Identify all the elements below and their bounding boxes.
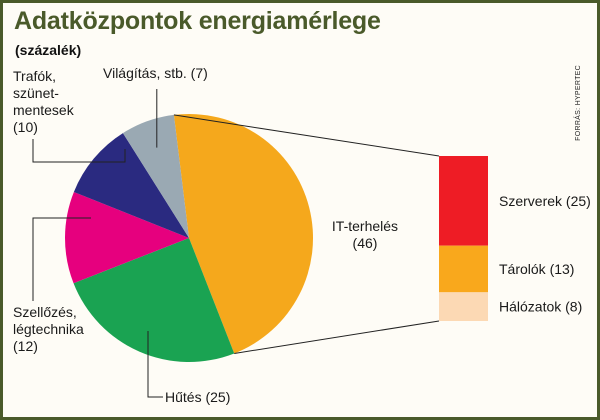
slice-label-line: Hűtés (25) <box>165 389 230 405</box>
bar-label-servers: Szerverek (25) <box>499 193 591 209</box>
slice-labels: IT-terhelés (46) Hűtés (25) Szellőzés, légte… <box>13 65 591 405</box>
pie-slice-it <box>173 113 314 354</box>
slice-label-line: Trafók, <box>13 68 56 84</box>
bar-label-network: Hálózatok (8) <box>499 299 582 315</box>
slice-label-line: (12) <box>13 338 38 354</box>
slice-label-it: IT-terhelés (46) <box>332 218 398 251</box>
bar-segment-storage <box>439 245 488 293</box>
leader-transformers <box>32 139 126 163</box>
bar-segment-network <box>439 292 488 321</box>
leader-cooling <box>147 331 163 398</box>
slice-label-line: szünet- <box>13 85 59 101</box>
connector-top <box>173 114 440 157</box>
bar-segment-servers <box>439 156 488 246</box>
chart-title: Adatközpontok energiamérlege <box>14 7 381 35</box>
slice-label-line: (46) <box>353 235 378 251</box>
leader-ventilation <box>32 217 91 301</box>
pie-to-bar-connectors <box>173 114 440 354</box>
pie-chart <box>65 113 314 362</box>
it-breakdown-bar <box>439 156 488 321</box>
slice-label-line: légtechnika <box>13 321 84 337</box>
bar-label-storage: Tárolók (13) <box>499 261 574 277</box>
chart-subtitle: (százalék) <box>15 42 82 58</box>
energy-balance-chart: IT-terhelés (46) Hűtés (25) Szellőzés, légte… <box>13 65 591 405</box>
slice-label-line: mentesek <box>13 102 75 118</box>
pie-slice-ventilation <box>65 191 189 284</box>
connector-bottom <box>234 320 440 354</box>
slice-label-lighting: Világítás, stb. (7) <box>103 65 208 81</box>
slice-label-line: (10) <box>13 119 38 135</box>
slice-label-ventilation: Szellőzés, légtechnika (12) <box>13 304 84 354</box>
pie-slice-transformers <box>73 133 189 238</box>
leader-lines <box>32 89 163 398</box>
slice-label-line: Világítás, stb. (7) <box>103 65 208 81</box>
slice-label-cooling: Hűtés (25) <box>165 389 230 405</box>
slice-label-transformers: Trafók, szünet-mentesek (10) <box>13 68 75 135</box>
slice-label-line: IT-terhelés <box>332 218 398 234</box>
pie-slice-lighting <box>122 114 189 238</box>
slice-label-line: Szellőzés, <box>13 304 77 320</box>
pie-slice-cooling <box>73 238 235 362</box>
